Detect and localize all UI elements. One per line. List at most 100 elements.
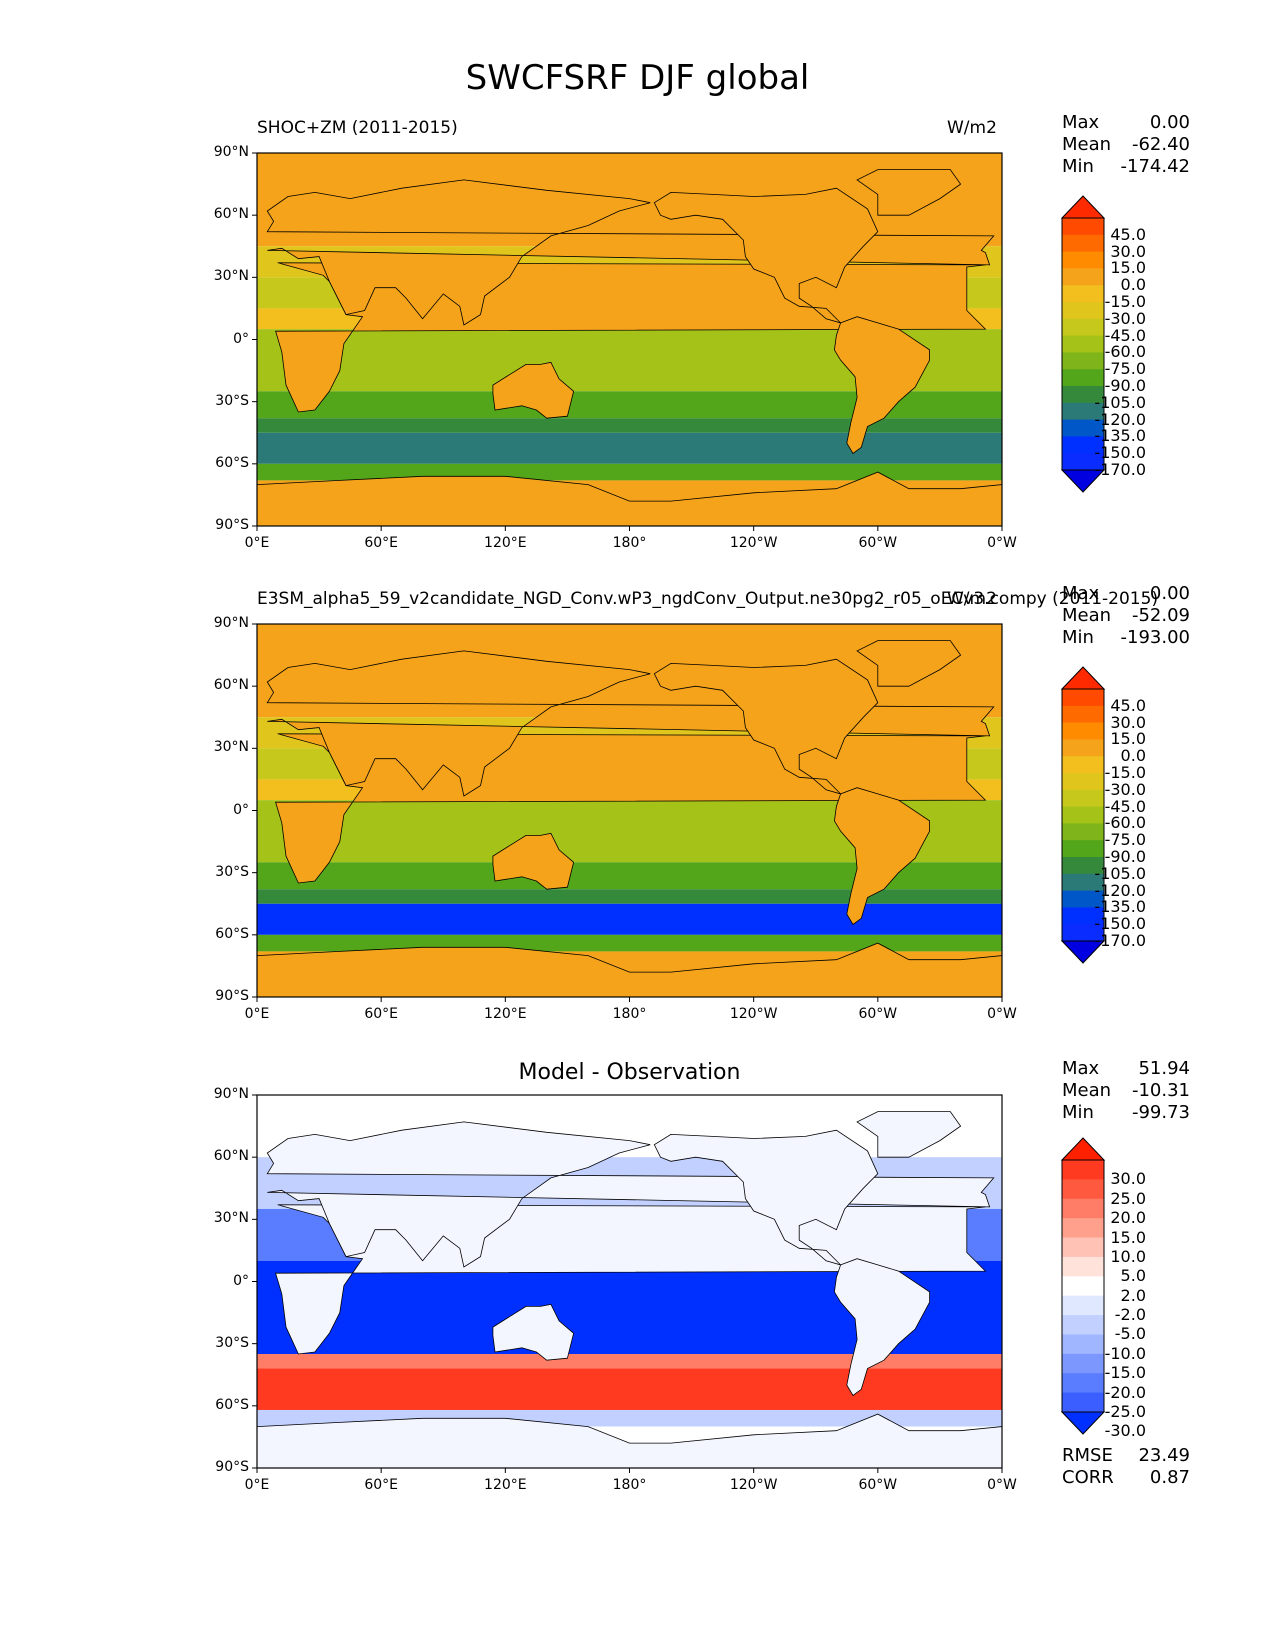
colorbar-segment: [1062, 318, 1104, 337]
x-tick-label: 0°W: [987, 1006, 1017, 1022]
panel-stats: Max 51.94 Mean -10.31 Min -99.73: [1062, 1058, 1190, 1124]
colorbar: [1060, 1137, 1106, 1435]
panel-difference: Model - Observation Max 51.94 Mean -10.31 …: [0, 0, 1275, 1493]
colorbar-level-label: -90.0: [1104, 376, 1146, 395]
colorbar-segment: [1062, 1256, 1104, 1277]
colorbar-level-label: -30.0: [1104, 308, 1146, 328]
colorbar-segment: [1062, 1218, 1104, 1239]
colorbar-level-label: -10.0: [1104, 1343, 1146, 1363]
colorbar-level-label: 0.0: [1120, 275, 1146, 295]
panel-title-center: Model - Observation: [518, 1060, 741, 1085]
colorbar-level-label: -105.0: [1094, 392, 1146, 412]
colorbar-segment: [1062, 773, 1104, 791]
x-tick-label: 0°E: [244, 1477, 270, 1493]
colorbar-level-label: -150.0: [1094, 443, 1146, 463]
colorbar-level-label: -2.0: [1114, 1305, 1146, 1325]
colorbar-level-label: -30.0: [1104, 779, 1146, 799]
y-tick-label: 60°N: [213, 1148, 249, 1165]
continent-outline: [266, 179, 995, 326]
x-tick-label: 120°E: [484, 1006, 527, 1022]
colorbar-level-label: 30.0: [1110, 712, 1146, 732]
x-tick-label: 180°: [612, 1006, 647, 1022]
panel-units: W/m2: [947, 118, 997, 138]
colorbar-segment: [1062, 386, 1104, 404]
continent-outline: [492, 832, 575, 890]
stat-max: 0.00: [1149, 112, 1190, 133]
colorbar-frame: [1061, 1159, 1105, 1413]
colorbar-level-label: 5.0: [1120, 1266, 1146, 1286]
colorbar-segment: [1062, 1179, 1104, 1200]
colorbar-level-label: -5.0: [1114, 1324, 1146, 1344]
colorbar-level-label: -90.0: [1104, 847, 1146, 866]
colorbar-segment: [1062, 1334, 1104, 1355]
colorbar-level-label: 30.0: [1110, 241, 1146, 261]
y-tick-label: 30°S: [215, 1334, 249, 1351]
stat-mean-label: Mean: [1062, 1080, 1112, 1101]
y-tick-label: 60°S: [215, 925, 249, 942]
x-tick-label: 0°W: [987, 1477, 1017, 1493]
continent-outline: [856, 169, 962, 216]
colorbar-segment: [1062, 857, 1104, 875]
x-tick-label: 60°W: [858, 1006, 898, 1022]
colorbar-segment: [1062, 268, 1104, 286]
colorbar-segment: [1062, 1373, 1104, 1394]
y-tick-label: 30°S: [215, 392, 249, 409]
colorbar-level-label: -170.0: [1094, 460, 1146, 479]
colorbar-level-label: 45.0: [1110, 224, 1146, 244]
colorbar-level-label: -45.0: [1104, 325, 1146, 345]
continent-outline: [833, 1258, 930, 1397]
colorbar-segment: [1062, 890, 1104, 908]
x-tick-label: 60°W: [858, 1477, 898, 1493]
colorbar-segment: [1062, 1198, 1104, 1219]
colorbar-segment: [1062, 302, 1104, 320]
colorbar-segment: [1062, 924, 1104, 942]
colorbar-segment: [1062, 1392, 1104, 1413]
colorbar-segment: [1062, 436, 1104, 454]
stat-max-label: Max: [1062, 583, 1100, 604]
colorbar-segment: [1062, 689, 1104, 707]
field-band: [257, 418, 1002, 433]
field-band: [257, 463, 1002, 481]
stat-max-label: Max: [1062, 1058, 1100, 1079]
stat-min-label: Min: [1062, 1102, 1094, 1123]
stat-mean-label: Mean: [1062, 134, 1112, 155]
y-tick-label: 90°S: [215, 517, 249, 533]
y-tick-label: 90°N: [213, 615, 249, 631]
x-tick-label: 60°E: [364, 535, 398, 551]
colorbar-segment: [1062, 907, 1104, 925]
colorbar-segment: [1062, 806, 1104, 824]
colorbar-segment: [1062, 705, 1104, 724]
field-band: [257, 1354, 1002, 1369]
colorbar-segment: [1062, 840, 1104, 858]
x-tick-label: 0°W: [987, 535, 1017, 551]
colorbar-level-label: -135.0: [1094, 897, 1146, 917]
x-tick-label: 180°: [612, 535, 647, 551]
stat-min: -99.73: [1131, 1102, 1190, 1123]
y-tick-label: 90°N: [213, 144, 249, 160]
continent-outline: [856, 1111, 962, 1158]
colorbar-level-label: -135.0: [1094, 426, 1146, 446]
colorbar-segment: [1062, 1160, 1104, 1180]
colorbar-level-label: 15.0: [1110, 1227, 1146, 1247]
colorbar-segment: [1062, 873, 1104, 892]
field-band: [257, 903, 1002, 935]
map-plot: [252, 152, 1003, 531]
panel-test: SHOC+ZM (2011-2015) W/m2 Max 0.00 Mean -62…: [0, 0, 1275, 551]
y-tick-label: 30°N: [213, 739, 249, 756]
colorbar-level-label: 45.0: [1110, 695, 1146, 715]
colorbar: [1060, 195, 1106, 493]
colorbar-level-label: 10.0: [1110, 1246, 1146, 1266]
colorbar-segment: [1062, 1295, 1104, 1316]
colorbar-level-label: 30.0: [1110, 1169, 1146, 1189]
field-band: [257, 889, 1002, 904]
colorbar-level-label: 0.0: [1120, 746, 1146, 766]
colorbar-segment: [1062, 234, 1104, 253]
colorbar-segment: [1062, 369, 1104, 387]
y-tick-label: 90°S: [215, 988, 249, 1004]
stat-corr-label: CORR: [1062, 1467, 1114, 1488]
stat-min-label: Min: [1062, 627, 1094, 648]
colorbar-level-label: -60.0: [1104, 813, 1146, 833]
colorbar-level-label: -75.0: [1104, 359, 1146, 379]
x-tick-label: 120°W: [729, 1477, 778, 1493]
colorbar-level-label: -25.0: [1104, 1402, 1146, 1421]
